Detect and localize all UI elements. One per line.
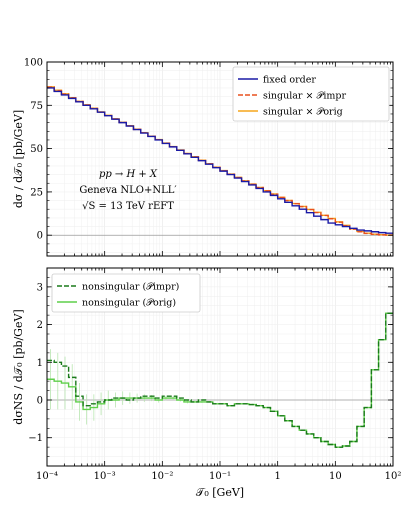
y-tick-label: 100 bbox=[24, 58, 43, 69]
x-tick-label: 10² bbox=[385, 471, 402, 482]
legend-label: fixed order bbox=[263, 75, 316, 86]
y-axis-label: dσ / d𝒯₀ [pb/GeV] bbox=[12, 110, 25, 208]
y-tick-label: 2 bbox=[37, 320, 43, 331]
x-tick-label: 10⁻¹ bbox=[209, 471, 231, 482]
legend-label: nonsingular (𝒫impr) bbox=[82, 282, 179, 293]
legend-label: singular × 𝒫orig bbox=[263, 107, 343, 118]
legend-box bbox=[232, 66, 390, 122]
x-tick-label: 10 bbox=[329, 471, 342, 482]
x-tick-label: 1 bbox=[274, 471, 280, 482]
legend-box bbox=[51, 273, 201, 313]
y-tick-label: −1 bbox=[28, 433, 43, 444]
annotation-line: √S = 13 TeV rEFT bbox=[82, 201, 174, 212]
series-line-0 bbox=[47, 87, 393, 234]
legend-label: singular × 𝒫impr bbox=[263, 91, 346, 102]
annotation-line: Geneva NLO+NLL′ bbox=[79, 185, 177, 196]
grid bbox=[46, 61, 393, 256]
y-tick-label: 25 bbox=[30, 187, 43, 198]
annotation-line: pp → H + X bbox=[99, 169, 158, 180]
x-tick-label: 10⁻⁴ bbox=[36, 471, 58, 482]
y-tick-label: 3 bbox=[37, 282, 43, 293]
x-axis-label: 𝒯₀ [GeV] bbox=[196, 486, 244, 499]
top-panel: 0 25 50 75 100 dσ / d𝒯₀ [pb/GeV] fixed order si… bbox=[12, 58, 394, 257]
y-tick-label: 0 bbox=[37, 396, 43, 407]
y-tick-label: 1 bbox=[37, 358, 43, 369]
y-tick-label: 50 bbox=[30, 144, 43, 155]
y-tick-label: 0 bbox=[37, 231, 43, 242]
y-axis-label: dσNS / d𝒯₀ [pb/GeV] bbox=[12, 309, 25, 424]
series-line-0 bbox=[47, 312, 393, 448]
legend-label: nonsingular (𝒫orig) bbox=[82, 298, 176, 309]
x-tick-label: 10⁻³ bbox=[94, 471, 116, 482]
bottom-panel: −1 0 1 2 3 dσNS / d𝒯₀ [pb/GeV] 10⁻⁴ 10⁻³ 10⁻² 10⁻… bbox=[12, 267, 402, 499]
x-tick-label: 10⁻² bbox=[151, 471, 173, 482]
y-tick-label: 75 bbox=[30, 101, 43, 112]
grid bbox=[46, 267, 393, 467]
